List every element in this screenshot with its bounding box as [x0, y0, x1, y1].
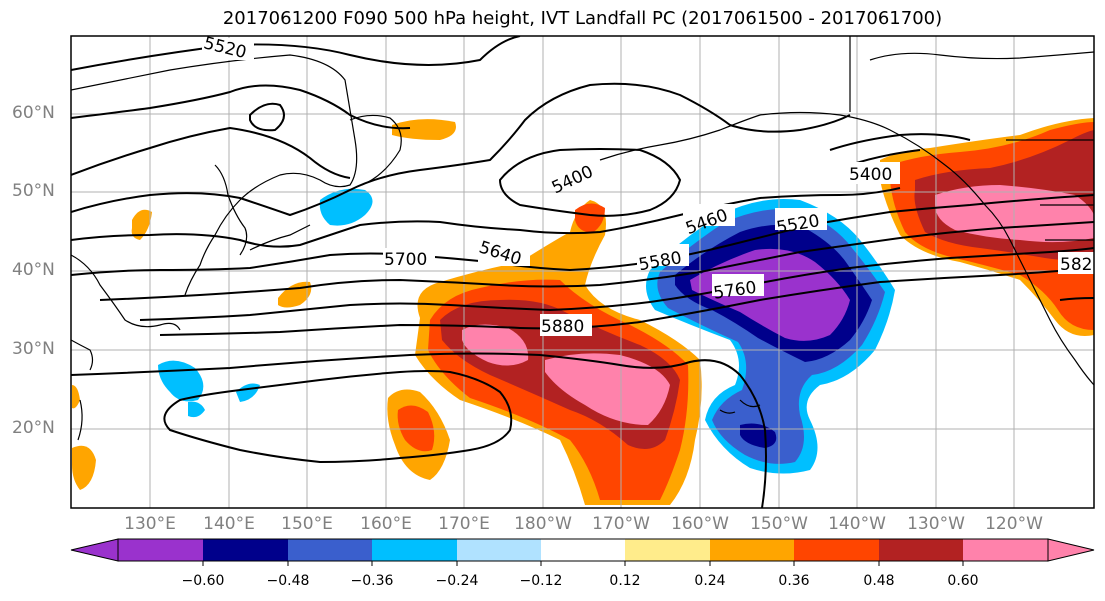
colorbar-segment: [625, 539, 710, 561]
colorbar-segment: [457, 539, 541, 561]
map-title: 2017061200 F090 500 hPa height, IVT Land…: [222, 8, 943, 29]
height-contours: [71, 36, 1094, 508]
colorbar-tick-label: −0.36: [350, 573, 394, 589]
colorbar-segment: [963, 539, 1048, 561]
colorbar: [70, 538, 1095, 566]
colorbar-segment: [118, 539, 203, 561]
colorbar-tick-label: −0.24: [435, 573, 479, 589]
colorbar-segment: [710, 539, 794, 561]
negative-anomaly-small: [158, 188, 373, 418]
colorbar-tick-label: 0.12: [609, 573, 641, 589]
coastlines: [71, 36, 1094, 441]
map-frame: [70, 35, 1095, 509]
lon-label: 120°W: [985, 514, 1043, 534]
lon-label: 130°W: [907, 514, 965, 534]
colorbar-tick-label: 0.36: [778, 573, 810, 589]
lon-label: 140°E: [203, 514, 255, 534]
contour-labels: 5520 5400 5400 5460 5520 5580 5640 5700 …: [202, 36, 1094, 337]
lat-label: 60°N: [12, 103, 55, 123]
contour-label: 5400: [849, 165, 892, 185]
colorbar-segment: [288, 539, 372, 561]
positive-anomaly-small: [72, 119, 456, 490]
lat-label: 20°N: [12, 418, 55, 438]
lon-label: 140°W: [828, 514, 886, 534]
lon-label: 170°E: [438, 514, 490, 534]
colorbar-segment: [203, 539, 288, 561]
lon-label: 160°W: [671, 514, 729, 534]
colorbar-segment: [541, 539, 625, 561]
colorbar-segment: [372, 539, 457, 561]
colorbar-tick-label: −0.12: [519, 573, 563, 589]
colorbar-extend-high: [1047, 538, 1095, 562]
colorbar-tick-label: −0.60: [181, 573, 225, 589]
colorbar-tick-label: −0.48: [266, 573, 310, 589]
lon-label: 150°E: [281, 514, 333, 534]
lat-label: 40°N: [12, 260, 55, 280]
contour-label: 5880: [541, 317, 584, 337]
lon-label: 150°W: [750, 514, 808, 534]
lat-label: 50°N: [12, 181, 55, 201]
colorbar-segment: [879, 539, 963, 561]
lon-label: 180°W: [514, 514, 572, 534]
positive-anomaly-northamerica: [880, 118, 1094, 336]
lon-label: 160°E: [360, 514, 412, 534]
colorbar-tick-label: 0.24: [694, 573, 726, 589]
colorbar-tick-label: 0.60: [947, 573, 979, 589]
contour-label: 5700: [384, 250, 427, 270]
colorbar-tick-label: 0.48: [863, 573, 895, 589]
lat-label: 30°N: [12, 339, 55, 359]
lon-label: 130°E: [124, 514, 176, 534]
lon-label: 170°W: [592, 514, 650, 534]
colorbar-segment: [794, 539, 879, 561]
negative-anomaly-central: [646, 199, 895, 474]
contour-label: 582: [1060, 255, 1092, 275]
colorbar-extend-low: [70, 538, 119, 562]
